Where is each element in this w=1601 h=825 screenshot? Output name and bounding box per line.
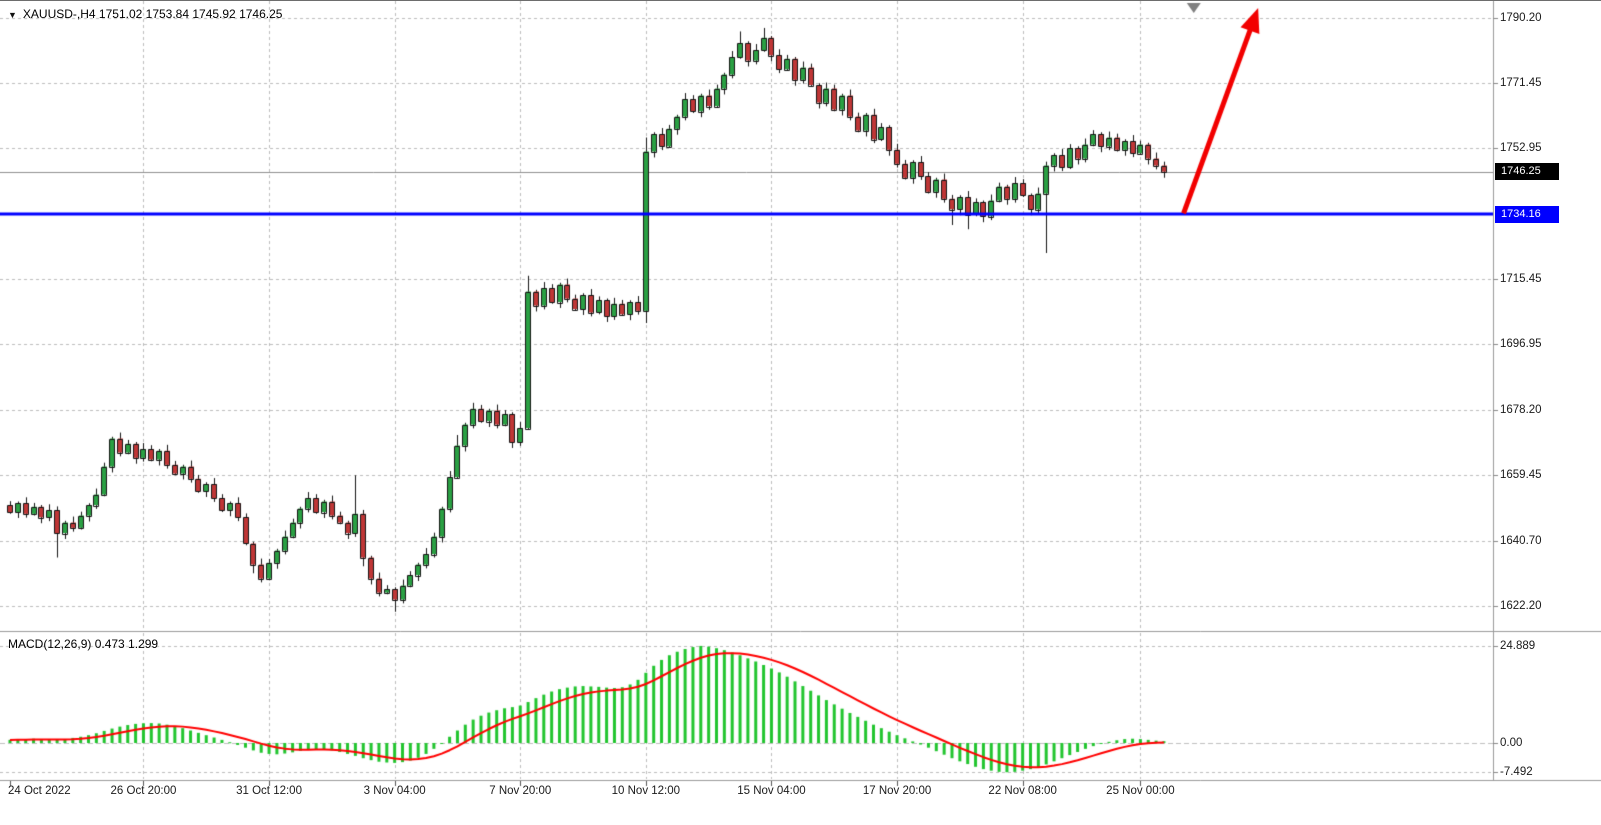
symbol-ohlc-label: XAUUSD-,H4 1751.02 1753.84 1745.92 1746.… bbox=[22, 7, 283, 21]
symbol-info: ▼ XAUUSD-,H4 1751.02 1753.84 1745.92 1746… bbox=[8, 7, 282, 21]
current-price-badge: 1746.25 bbox=[1495, 163, 1559, 180]
one-click-trading-expander-icon[interactable]: ▼ bbox=[8, 10, 17, 20]
macd-indicator-label: MACD(12,26,9) 0.473 1.299 bbox=[8, 637, 159, 651]
support-line-price-badge: 1734.16 bbox=[1495, 206, 1559, 223]
